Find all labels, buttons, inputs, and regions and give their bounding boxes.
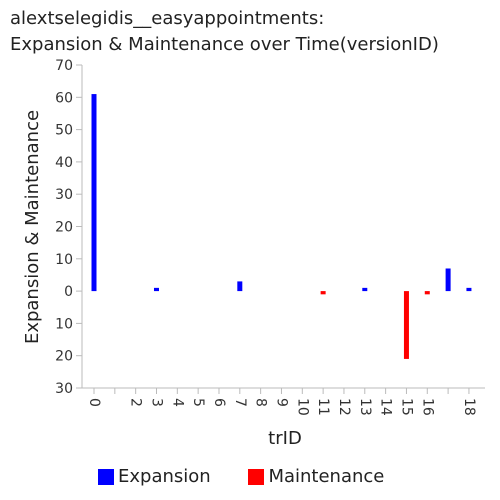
y-tick-label: 20 [55,220,73,236]
y-axis-label: Expansion & Maintenance [22,110,43,344]
legend-swatch-expansion [98,468,114,485]
x-tick-label: 11 [315,398,331,416]
y-tick-label: 60 [55,90,73,106]
chart-title-line-2: Expansion & Maintenance over Time(versio… [10,34,439,55]
bar-expansion-13 [362,287,368,292]
y-tick-label: 0 [64,284,73,300]
x-tick-label: 3 [148,398,164,407]
legend-label-expansion: Expansion [118,466,211,487]
x-tick-label: 0 [86,398,102,407]
bar-expansion-18 [466,287,472,292]
bar-expansion-7 [237,281,243,292]
x-tick-label: 5 [190,398,206,407]
y-tick-label: 50 [55,123,73,139]
legend-swatch-maintenance [248,468,265,485]
bar-maintenance-15 [403,291,409,359]
y-tick-label: 10 [55,316,73,332]
legend-label-maintenance: Maintenance [268,466,385,487]
x-tick-label: 10 [294,398,310,416]
chart-axes: 70 60 50 40 30 20 10 0 10 20 30 0 2 3 4 5 6 7 8 9 10 11 12 13 14… [55,58,485,416]
y-tick-label: 70 [55,58,73,74]
x-tick-label: 6 [211,398,227,407]
x-tick-label: 18 [461,398,477,416]
x-tick-label: 14 [378,398,394,416]
x-tick-label: 15 [398,398,414,416]
x-axis-label: trID [268,428,302,449]
x-tick-label: 4 [169,398,185,407]
bar-expansion-3 [153,287,159,292]
x-tick-label: 12 [336,398,352,416]
x-tick-label: 2 [128,398,144,407]
x-tick-label: 16 [419,398,435,416]
x-tick-label: 9 [273,398,289,407]
chart-title-line-1: alextselegidis__easyappointments: [10,8,325,29]
legend-item-maintenance: Maintenance [248,466,384,487]
x-tick-label: 7 [232,398,248,407]
y-tick-label: 30 [55,381,73,397]
y-tick-label: 40 [55,155,73,171]
bar-expansion-17 [445,268,451,292]
x-tick-label: 8 [253,398,269,407]
x-tick-label: 13 [357,398,373,416]
legend: Expansion Maintenance [98,466,416,490]
bar-maintenance-11 [320,291,326,295]
y-tick-label: 20 [55,349,73,365]
legend-item-expansion: Expansion [98,466,211,487]
y-tick-label: 10 [55,252,73,268]
y-tick-label: 30 [55,187,73,203]
chart-title: alextselegidis__easyappointments: Expans… [10,6,495,58]
bar-maintenance-16 [424,291,430,295]
chart-bars [91,94,472,359]
bar-expansion-0 [91,94,97,292]
